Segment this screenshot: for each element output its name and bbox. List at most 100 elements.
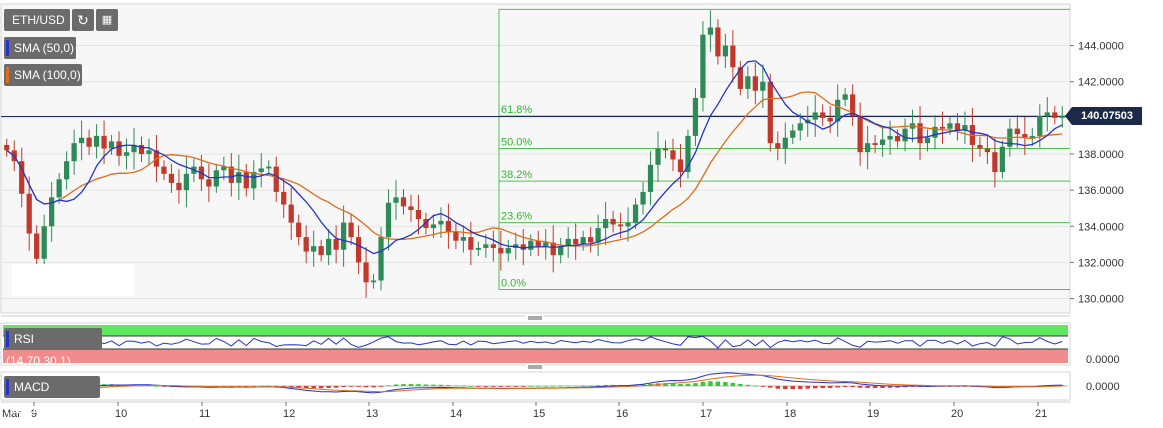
x-tick-label: 19 xyxy=(867,408,879,420)
x-tick-label: 10 xyxy=(115,408,127,420)
sma100-label[interactable]: SMA (100,0) xyxy=(4,64,82,86)
calendar-icon[interactable]: ▦ xyxy=(96,9,118,31)
rsi-label[interactable]: RSI (14,70,30,1) xyxy=(4,328,102,368)
candle-body xyxy=(670,150,676,160)
macd-bar xyxy=(521,386,526,387)
candle-body xyxy=(438,220,444,225)
macd-bar xyxy=(745,384,751,386)
y-tick-label: 136.0000 xyxy=(1078,185,1124,197)
macd-bar xyxy=(401,384,406,386)
candle-body xyxy=(700,34,706,98)
candle-body xyxy=(1044,112,1050,117)
candle-body xyxy=(1014,128,1020,135)
candle-body xyxy=(303,237,309,252)
candle-body xyxy=(984,148,991,153)
x-tick-label: 13 xyxy=(366,408,378,420)
x-tick-label: 9 xyxy=(31,408,37,420)
candle-body xyxy=(93,135,100,147)
macd-bar xyxy=(273,386,279,387)
last-price-tag: 140.07503 xyxy=(1065,107,1142,125)
macd-bar xyxy=(693,383,698,386)
macd-bar xyxy=(491,386,496,387)
macd-label-text: MACD (12,26,9) xyxy=(6,380,55,416)
macd-bar xyxy=(333,386,339,388)
macd-bar xyxy=(341,386,346,387)
x-tick-label: 15 xyxy=(533,408,545,420)
candle-body xyxy=(782,137,788,149)
candle-body xyxy=(41,226,47,259)
macd-bar xyxy=(431,384,436,386)
candle-body xyxy=(385,202,392,238)
candle-body xyxy=(1037,116,1043,136)
macd-bar xyxy=(700,381,706,386)
macd-bar xyxy=(154,385,159,387)
candle-body xyxy=(737,67,743,89)
macd-bar xyxy=(408,383,414,386)
macd-bar xyxy=(356,386,361,387)
sma50-label[interactable]: SMA (50,0) xyxy=(4,37,76,59)
macd-bar xyxy=(318,386,324,389)
resize-handle-2[interactable] xyxy=(526,364,544,370)
macd-bar xyxy=(483,386,489,387)
macd-bar xyxy=(850,386,855,388)
candle-body xyxy=(318,246,324,256)
candle-body xyxy=(887,135,893,140)
x-tick-label: 16 xyxy=(616,408,628,420)
macd-bar xyxy=(393,384,399,386)
candle-body xyxy=(932,126,938,138)
candle-body xyxy=(4,144,10,151)
macd-label[interactable]: MACD (12,26,9) xyxy=(4,376,100,416)
x-tick-label: 20 xyxy=(951,408,963,420)
candle-body xyxy=(243,172,249,189)
candle-body xyxy=(430,224,437,229)
macd-bar xyxy=(895,386,900,388)
macd-bar xyxy=(588,385,593,387)
macd-bar xyxy=(244,386,249,387)
macd-swatch xyxy=(6,378,9,395)
candle-body xyxy=(108,141,115,149)
watermark-area xyxy=(12,264,134,296)
macd-bar xyxy=(453,385,459,387)
candle-body xyxy=(78,137,85,144)
macd-bar xyxy=(423,384,429,386)
candle-body xyxy=(947,123,953,129)
macd-bar xyxy=(783,386,788,390)
x-tick-label: 18 xyxy=(784,408,796,420)
macd-bar xyxy=(543,385,548,387)
candle-body xyxy=(962,125,968,131)
macd-bar xyxy=(910,386,915,387)
candle-body xyxy=(138,144,145,154)
x-tick-label: 17 xyxy=(700,408,712,420)
macd-bar xyxy=(311,386,316,389)
macd-bar xyxy=(446,385,451,386)
candle-body xyxy=(19,161,25,194)
candle-body xyxy=(894,135,901,142)
macd-bar xyxy=(670,383,676,386)
candle-body xyxy=(453,231,459,241)
candle-body xyxy=(722,45,729,57)
candle-body xyxy=(176,182,182,191)
macd-bar xyxy=(378,386,384,387)
candle-body xyxy=(363,262,369,283)
macd-bar xyxy=(678,383,683,386)
refresh-icon[interactable]: ↻ xyxy=(72,9,94,31)
candle-body xyxy=(797,123,803,131)
candle-body xyxy=(64,161,70,180)
resize-handle-1[interactable] xyxy=(526,315,544,321)
candle-body xyxy=(767,81,773,144)
macd-bar xyxy=(236,386,242,387)
candle-body xyxy=(445,220,452,232)
macd-bar xyxy=(820,386,825,389)
candle-body xyxy=(999,146,1005,173)
candle-body xyxy=(161,166,167,174)
symbol-label[interactable]: ETH/USD xyxy=(4,9,70,31)
macd-bar xyxy=(565,385,571,387)
macd-axis-label: 0.0000 xyxy=(1086,381,1120,393)
candle-body xyxy=(408,206,414,210)
candle-body xyxy=(580,237,586,245)
macd-bar xyxy=(790,386,796,390)
candle-body xyxy=(865,143,871,153)
macd-signal-line xyxy=(6,374,1063,393)
candle-body xyxy=(34,233,40,259)
